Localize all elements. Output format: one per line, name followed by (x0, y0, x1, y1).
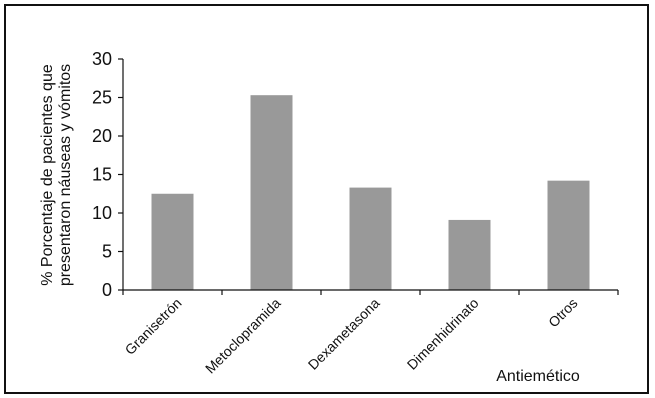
y-ticks-group: 0 5 10 15 20 25 30 (92, 49, 123, 300)
bar-otros (547, 180, 590, 290)
y-tick-label: 25 (92, 88, 112, 108)
chart-frame (4, 4, 649, 394)
y-axis-title-line-1: % Porcentaje de pacientes que (39, 64, 56, 286)
x-axis-title: Antiemético (496, 368, 580, 385)
bar-dexametasona (349, 187, 392, 290)
x-category-label: Granisetrón (122, 295, 185, 358)
x-ticks-group: Granisetrón Metoclopramida Dexametasona Dim… (122, 290, 619, 377)
x-category-label: Dimenhidrinato (404, 295, 482, 373)
bar-granisetr-n (151, 193, 194, 290)
y-tick-label: 10 (92, 203, 112, 223)
y-tick-label: 0 (102, 280, 112, 300)
x-category-label: Otros (545, 295, 581, 331)
y-tick-label: 20 (92, 126, 112, 146)
x-category-label: Metoclopramida (202, 295, 284, 377)
x-category-label: Dexametasona (305, 295, 383, 373)
bars-group (151, 95, 590, 290)
y-tick-label: 30 (92, 49, 112, 69)
y-axis-title-line-2: presentaron náuseas y vómitos (57, 64, 74, 286)
y-tick-label: 15 (92, 165, 112, 185)
bar-dimenhidrinato (448, 219, 491, 290)
y-tick-label: 5 (102, 242, 112, 262)
bar-metoclopramida (250, 95, 293, 290)
